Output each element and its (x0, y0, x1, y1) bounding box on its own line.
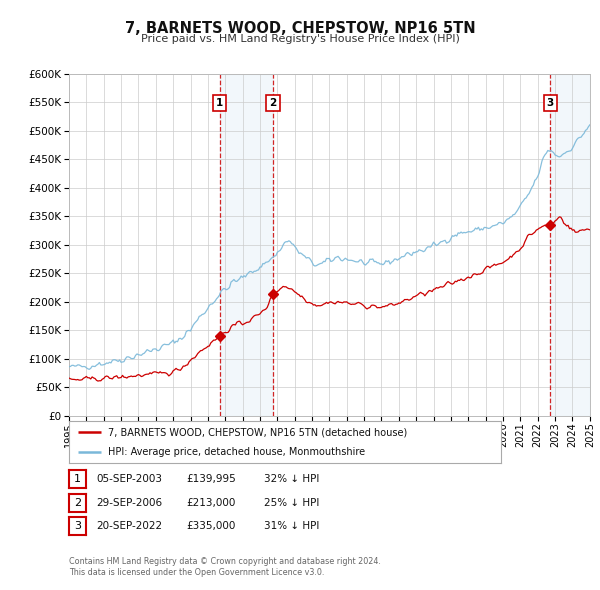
Text: £213,000: £213,000 (186, 498, 235, 507)
Bar (220, 74, 273, 416)
Text: £335,000: £335,000 (186, 522, 235, 531)
Text: 3: 3 (74, 522, 81, 531)
Text: 7, BARNETS WOOD, CHEPSTOW, NP16 5TN: 7, BARNETS WOOD, CHEPSTOW, NP16 5TN (125, 21, 475, 35)
Text: 32% ↓ HPI: 32% ↓ HPI (264, 474, 319, 484)
Text: This data is licensed under the Open Government Licence v3.0.: This data is licensed under the Open Gov… (69, 568, 325, 577)
Text: 1: 1 (216, 98, 223, 108)
Bar (550, 74, 590, 416)
Text: 3: 3 (547, 98, 554, 108)
Text: 2: 2 (74, 498, 81, 507)
Text: 20-SEP-2022: 20-SEP-2022 (96, 522, 162, 531)
Text: 7, BARNETS WOOD, CHEPSTOW, NP16 5TN (detached house): 7, BARNETS WOOD, CHEPSTOW, NP16 5TN (det… (108, 427, 407, 437)
Text: Price paid vs. HM Land Registry's House Price Index (HPI): Price paid vs. HM Land Registry's House … (140, 34, 460, 44)
Text: £139,995: £139,995 (186, 474, 236, 484)
Text: 29-SEP-2006: 29-SEP-2006 (96, 498, 162, 507)
Text: 31% ↓ HPI: 31% ↓ HPI (264, 522, 319, 531)
Text: 05-SEP-2003: 05-SEP-2003 (96, 474, 162, 484)
Text: 1: 1 (74, 474, 81, 484)
Text: 2: 2 (269, 98, 277, 108)
Text: Contains HM Land Registry data © Crown copyright and database right 2024.: Contains HM Land Registry data © Crown c… (69, 558, 381, 566)
Text: HPI: Average price, detached house, Monmouthshire: HPI: Average price, detached house, Monm… (108, 447, 365, 457)
Text: 25% ↓ HPI: 25% ↓ HPI (264, 498, 319, 507)
